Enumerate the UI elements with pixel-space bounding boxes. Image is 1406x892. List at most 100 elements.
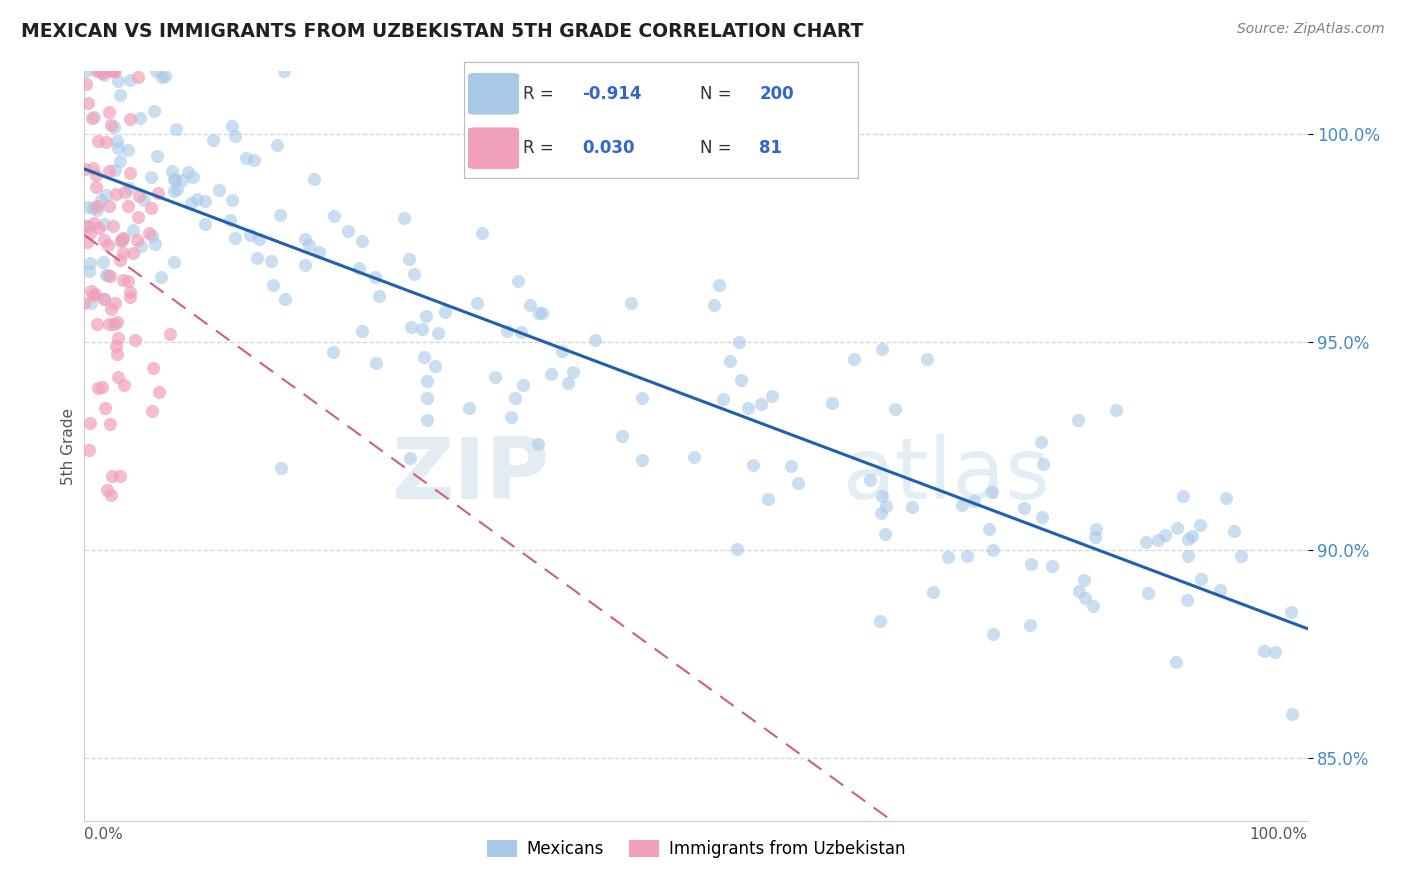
Text: R =: R = <box>523 139 554 157</box>
Point <box>983 627 1005 641</box>
Point <box>368 289 391 303</box>
Point <box>1012 500 1035 515</box>
Point <box>77 219 100 234</box>
Point <box>1171 489 1194 503</box>
Point <box>143 237 166 252</box>
Point <box>519 297 541 311</box>
Point <box>392 211 415 225</box>
Point <box>129 238 152 252</box>
Point <box>142 104 165 119</box>
Point <box>128 188 150 202</box>
Point <box>979 522 1001 536</box>
Text: ZIP: ZIP <box>391 434 550 517</box>
Point <box>94 401 117 415</box>
Point <box>86 168 108 182</box>
Point <box>141 169 163 184</box>
Point <box>725 541 748 556</box>
Point <box>77 95 100 110</box>
Point <box>415 310 437 324</box>
Point <box>108 154 131 169</box>
Point <box>111 246 134 260</box>
Point <box>631 391 654 405</box>
Point <box>963 494 986 508</box>
Point <box>737 401 759 416</box>
Point <box>557 376 579 391</box>
Point <box>425 359 447 373</box>
Point <box>1189 518 1212 533</box>
Point <box>80 284 103 298</box>
Point <box>93 233 115 247</box>
Point <box>138 226 160 240</box>
Point <box>337 224 360 238</box>
Point <box>127 233 149 247</box>
Point <box>870 342 893 356</box>
Point <box>124 333 146 347</box>
Point <box>90 194 112 208</box>
Point <box>1067 413 1090 427</box>
Point <box>718 354 741 368</box>
Point <box>465 296 488 310</box>
Point <box>110 234 132 248</box>
Text: atlas: atlas <box>842 434 1050 517</box>
Point <box>166 182 188 196</box>
Point <box>1181 529 1204 543</box>
Point <box>561 365 583 379</box>
Point <box>266 138 288 153</box>
Point <box>94 135 117 149</box>
Point <box>82 161 104 176</box>
Point <box>1253 644 1275 658</box>
Point <box>631 453 654 467</box>
Point <box>112 378 135 392</box>
Point <box>728 334 751 349</box>
Point <box>224 231 246 245</box>
Point <box>87 135 110 149</box>
Point <box>104 295 127 310</box>
Point <box>202 133 225 147</box>
Point <box>160 164 183 178</box>
Point <box>529 306 551 320</box>
Point <box>82 111 104 125</box>
Point <box>159 327 181 342</box>
Point <box>308 244 330 259</box>
Point <box>294 232 316 246</box>
Point <box>1177 533 1199 547</box>
Point <box>86 317 108 331</box>
Point <box>101 64 124 78</box>
Point <box>97 105 120 120</box>
Point <box>842 351 865 366</box>
Point <box>530 306 553 320</box>
Point <box>110 253 132 268</box>
Point <box>922 585 945 599</box>
Point <box>956 549 979 563</box>
Point <box>77 443 100 458</box>
Point <box>76 235 98 250</box>
Point <box>80 295 103 310</box>
Point <box>165 122 187 136</box>
Point <box>180 196 202 211</box>
Point <box>107 369 129 384</box>
Point <box>246 251 269 265</box>
Point <box>1223 524 1246 538</box>
Point <box>981 543 1004 558</box>
Point <box>148 384 170 399</box>
Point <box>153 70 176 84</box>
Point <box>121 222 143 236</box>
Point <box>98 268 121 283</box>
Point <box>235 152 257 166</box>
Point <box>181 169 204 184</box>
Point <box>512 377 534 392</box>
Point <box>1209 582 1232 597</box>
Point <box>75 219 97 234</box>
Point <box>270 460 292 475</box>
Point <box>112 231 135 245</box>
Point <box>100 64 122 78</box>
Point <box>352 324 374 338</box>
Point <box>100 488 122 502</box>
Point <box>1081 599 1104 614</box>
Point <box>86 381 108 395</box>
Point <box>1166 655 1188 669</box>
Point <box>1264 645 1286 659</box>
Point <box>94 64 117 78</box>
Point <box>1135 534 1157 549</box>
Point <box>260 254 283 268</box>
